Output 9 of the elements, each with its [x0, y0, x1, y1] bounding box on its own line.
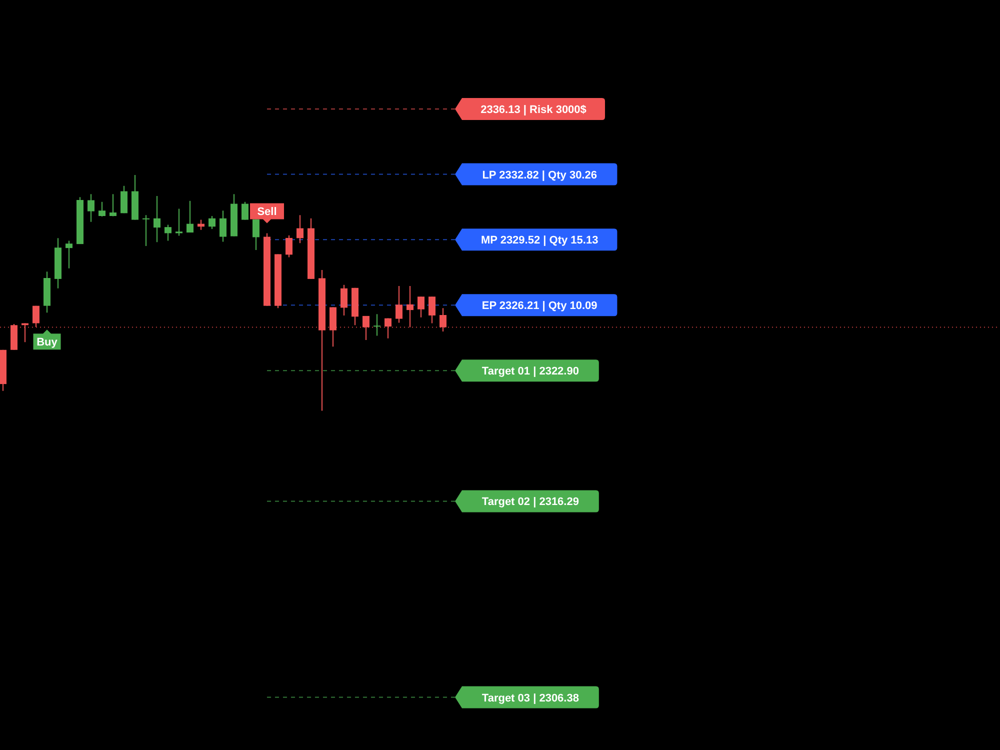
- ref-line-label: Target 02 | 2316.29: [482, 496, 579, 508]
- ref-line-label: MP 2329.52 | Qty 15.13: [480, 234, 598, 247]
- ref-line-label: Target 03 | 2306.38: [482, 692, 579, 704]
- annotation: Buy: [36, 336, 58, 349]
- ref-line-label: EP 2326.21 | Qty 10.09: [482, 300, 598, 312]
- ref-line-label: Target 01 | 2322.90: [482, 366, 579, 378]
- annotation: Sell: [257, 206, 277, 218]
- ref-line-label: 2336.13 | Risk 3000$: [480, 104, 586, 116]
- ref-line-label: LP 2332.82 | Qty 30.26: [482, 169, 597, 182]
